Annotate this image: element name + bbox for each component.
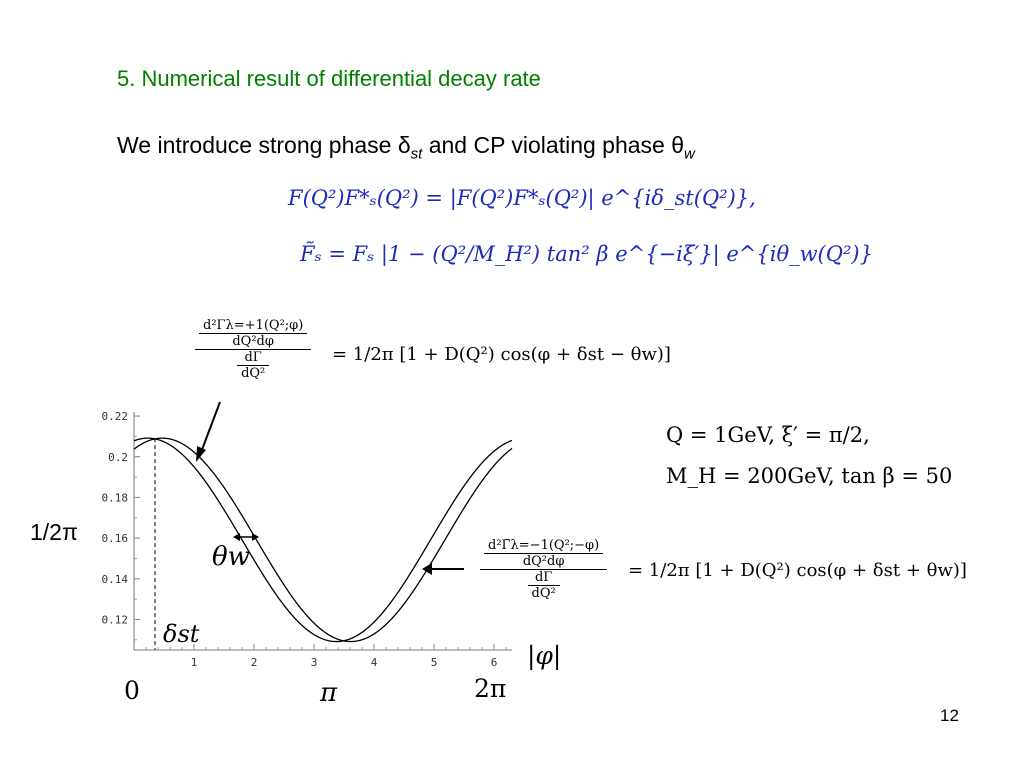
theta-w-gap-head-left bbox=[233, 533, 240, 541]
plot-axes bbox=[133, 412, 512, 651]
y-tick-label: 0.16 bbox=[102, 532, 129, 545]
rate-fraction-plus-bottom: dΓ dQ² bbox=[195, 350, 311, 381]
rate-formula-plus: = 1/2π [1 + D(Q²) cos(φ + δst − θw)] bbox=[332, 344, 671, 365]
arrow-to-minus-curve-head bbox=[422, 563, 432, 575]
phase-equation-1: F(Q²)F*ₛ(Q²) = |F(Q²)F*ₛ(Q²)| e^{iδ_st(Q… bbox=[288, 186, 756, 210]
intro-text: We introduce strong phase δst and CP vio… bbox=[117, 132, 695, 163]
arrow-to-plus-curve bbox=[199, 401, 221, 456]
x-label-two-pi: 2π bbox=[474, 674, 507, 703]
slide-title: 5. Numerical result of differential deca… bbox=[117, 66, 541, 91]
frac-plus-num-num: d²Γλ=+1(Q²;φ) bbox=[199, 318, 308, 334]
frac-minus-den-den: dQ² bbox=[531, 586, 556, 601]
x-tick-label: 1 bbox=[191, 656, 198, 669]
x-label-zero: 0 bbox=[124, 676, 140, 705]
half-over-two-pi-label: 1/2π bbox=[30, 519, 78, 545]
intro-sub-st: st bbox=[410, 145, 423, 163]
frac-minus-den-num: dΓ bbox=[527, 570, 560, 586]
rate-fraction-minus: d²Γ̄λ=−1(Q²;−φ) dQ²dφ dΓ dQ² bbox=[480, 538, 608, 601]
rate-fraction-plus-top-frac: d²Γλ=+1(Q²;φ) dQ²dφ bbox=[199, 318, 308, 349]
frac-plus-den-num: dΓ bbox=[237, 350, 270, 366]
intro-sub-w: w bbox=[684, 145, 695, 163]
intro-middle: and CP violating phase θ bbox=[422, 132, 685, 158]
abs-phi-label: |φ| bbox=[527, 641, 562, 670]
x-tick-label: 3 bbox=[311, 656, 318, 669]
x-label-pi: π bbox=[320, 678, 338, 708]
frac-plus-num-den: dQ²dφ bbox=[232, 334, 274, 349]
rate-fraction-plus: d²Γλ=+1(Q²;φ) dQ²dφ dΓ dQ² bbox=[195, 318, 312, 381]
x-tick-label: 6 bbox=[491, 656, 498, 669]
rate-fraction-minus-top: d²Γ̄λ=−1(Q²;−φ) dQ²dφ bbox=[480, 538, 608, 570]
rate-fraction-plus-stack: d²Γλ=+1(Q²;φ) dQ²dφ dΓ dQ² bbox=[195, 318, 312, 381]
y-tick-label: 0.18 bbox=[102, 491, 129, 504]
rate-fraction-plus-bottom-frac: dΓ dQ² bbox=[237, 350, 270, 381]
intro-prefix: We introduce strong phase δ bbox=[117, 132, 411, 158]
x-tick-label: 4 bbox=[371, 656, 378, 669]
rate-fraction-minus-stack: d²Γ̄λ=−1(Q²;−φ) dQ²dφ dΓ dQ² bbox=[480, 538, 608, 601]
y-tick-label: 0.14 bbox=[102, 573, 129, 586]
plot-ticks: 0.22 0.2 0.18 0.16 0.14 0.12 1 2 3 4 5 6 bbox=[102, 410, 507, 669]
series-line-plus bbox=[133, 437, 513, 643]
y-tick-label: 0.22 bbox=[102, 410, 129, 423]
frac-minus-num-den: dQ²dφ bbox=[522, 554, 565, 569]
series-line-minus bbox=[133, 437, 513, 643]
parameters-line-1: Q = 1GeV, ξ′ = π/2, bbox=[666, 423, 870, 447]
y-tick-label: 0.12 bbox=[102, 613, 129, 626]
rate-fraction-minus-top-frac: d²Γ̄λ=−1(Q²;−φ) dQ²dφ bbox=[484, 538, 604, 569]
theta-w-label: θw bbox=[212, 542, 250, 572]
x-tick-label: 2 bbox=[251, 656, 258, 669]
rate-formula-minus: = 1/2π [1 + D(Q²) cos(φ + δst + θw)] bbox=[628, 560, 967, 581]
rate-fraction-minus-bottom: dΓ dQ² bbox=[480, 570, 607, 601]
rate-fraction-plus-top: d²Γλ=+1(Q²;φ) dQ²dφ bbox=[195, 318, 312, 350]
frac-minus-num-num: d²Γ̄λ=−1(Q²;−φ) bbox=[484, 538, 604, 554]
arrow-to-plus-curve-head bbox=[196, 446, 206, 462]
parameters-line-2: M_H = 200GeV, tan β = 50 bbox=[666, 464, 953, 488]
y-tick-label: 0.2 bbox=[108, 451, 128, 464]
theta-w-gap-head-right bbox=[252, 533, 259, 541]
page-number: 12 bbox=[940, 706, 959, 725]
frac-plus-den-den: dQ² bbox=[241, 366, 266, 381]
x-tick-label: 5 bbox=[431, 656, 438, 669]
phase-equation-2: F̃ₛ = Fₛ |1 − (Q²/M_H²) tan² β e^{−iξ′}|… bbox=[300, 242, 873, 266]
rate-fraction-minus-bottom-frac: dΓ dQ² bbox=[527, 570, 560, 601]
delta-st-label: δst bbox=[163, 620, 200, 648]
